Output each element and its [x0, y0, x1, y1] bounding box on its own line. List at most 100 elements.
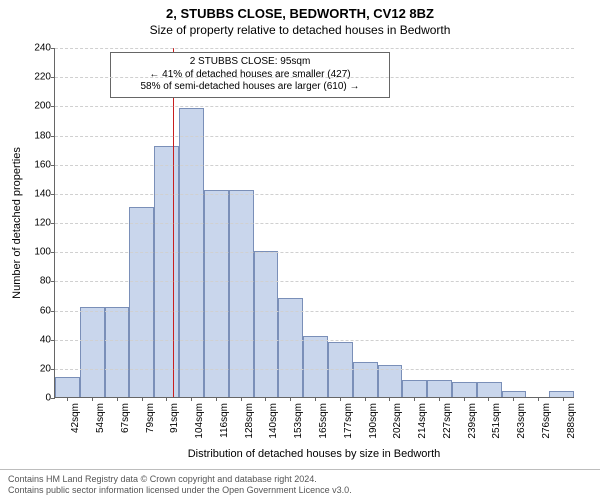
ytick-label: 20 [40, 363, 51, 374]
xtick-mark [241, 397, 242, 401]
xtick-label: 177sqm [343, 403, 354, 439]
histogram-bar [80, 307, 105, 397]
xtick-mark [117, 397, 118, 401]
ytick-mark [51, 223, 55, 224]
ytick-mark [51, 48, 55, 49]
xtick-label: 79sqm [145, 403, 156, 433]
xtick-label: 263sqm [516, 403, 527, 439]
footer-line-2: Contains public sector information licen… [8, 485, 592, 496]
gridline [55, 223, 574, 224]
annotation-box: 2 STUBBS CLOSE: 95sqm ← 41% of detached … [110, 52, 390, 98]
xtick-mark [389, 397, 390, 401]
gridline [55, 106, 574, 107]
ytick-mark [51, 311, 55, 312]
xtick-mark [92, 397, 93, 401]
xtick-label: 153sqm [293, 403, 304, 439]
xtick-mark [166, 397, 167, 401]
ytick-label: 60 [40, 305, 51, 316]
ytick-mark [51, 340, 55, 341]
histogram-bar [55, 377, 80, 397]
xtick-mark [265, 397, 266, 401]
xtick-label: 251sqm [491, 403, 502, 439]
xtick-mark [365, 397, 366, 401]
histogram-bar [427, 380, 452, 398]
histogram-bar [452, 382, 477, 397]
histogram-bar [402, 380, 427, 398]
footer-line-1: Contains HM Land Registry data © Crown c… [8, 474, 592, 485]
xtick-mark [488, 397, 489, 401]
xtick-mark [315, 397, 316, 401]
ytick-label: 220 [34, 72, 51, 83]
histogram-bar [477, 382, 502, 397]
xtick-label: 214sqm [417, 403, 428, 439]
xtick-label: 116sqm [219, 403, 230, 438]
xtick-label: 276sqm [541, 403, 552, 439]
xtick-mark [67, 397, 68, 401]
histogram-bar [154, 146, 179, 397]
xtick-label: 202sqm [392, 403, 403, 439]
histogram-bar [254, 251, 279, 397]
xtick-mark [439, 397, 440, 401]
xtick-mark [216, 397, 217, 401]
xtick-mark [142, 397, 143, 401]
gridline [55, 165, 574, 166]
xtick-mark [414, 397, 415, 401]
xtick-label: 239sqm [467, 403, 478, 439]
xtick-label: 165sqm [318, 403, 329, 439]
xtick-label: 42sqm [70, 403, 81, 433]
plot-area: 2 STUBBS CLOSE: 95sqm ← 41% of detached … [54, 48, 574, 398]
gridline [55, 281, 574, 282]
histogram-bar [105, 307, 130, 397]
ytick-mark [51, 281, 55, 282]
xtick-label: 67sqm [120, 403, 131, 433]
ytick-mark [51, 252, 55, 253]
histogram-bar [229, 190, 254, 397]
ytick-mark [51, 106, 55, 107]
xtick-label: 227sqm [442, 403, 453, 439]
gridline [55, 48, 574, 49]
ytick-label: 240 [34, 43, 51, 54]
annotation-line-1: 2 STUBBS CLOSE: 95sqm [117, 56, 383, 69]
ytick-mark [51, 398, 55, 399]
xtick-label: 128sqm [244, 403, 255, 439]
ytick-mark [51, 77, 55, 78]
ytick-mark [51, 136, 55, 137]
annotation-line-2: ← 41% of detached houses are smaller (42… [117, 69, 383, 82]
ytick-mark [51, 369, 55, 370]
xtick-mark [538, 397, 539, 401]
page-subtitle: Size of property relative to detached ho… [0, 21, 600, 37]
ytick-mark [51, 165, 55, 166]
gridline [55, 252, 574, 253]
ytick-mark [51, 194, 55, 195]
ytick-label: 160 [34, 159, 51, 170]
ytick-label: 0 [45, 393, 51, 404]
xtick-mark [290, 397, 291, 401]
ytick-label: 80 [40, 276, 51, 287]
page-title: 2, STUBBS CLOSE, BEDWORTH, CV12 8BZ [0, 0, 600, 21]
gridline [55, 369, 574, 370]
ytick-label: 40 [40, 334, 51, 345]
histogram-bar [278, 298, 303, 397]
xtick-mark [563, 397, 564, 401]
ytick-label: 100 [34, 247, 51, 258]
xtick-mark [191, 397, 192, 401]
xtick-label: 91sqm [169, 403, 180, 433]
ytick-label: 180 [34, 130, 51, 141]
ytick-label: 200 [34, 101, 51, 112]
gridline [55, 194, 574, 195]
y-axis-label: Number of detached properties [11, 147, 23, 299]
chart-container: 2, STUBBS CLOSE, BEDWORTH, CV12 8BZ Size… [0, 0, 600, 500]
histogram-bar [204, 190, 229, 397]
xtick-mark [464, 397, 465, 401]
xtick-label: 288sqm [566, 403, 577, 439]
xtick-mark [513, 397, 514, 401]
xtick-label: 140sqm [268, 403, 279, 439]
y-axis-label-container: Number of detached properties [10, 48, 24, 398]
x-axis-label: Distribution of detached houses by size … [54, 448, 574, 460]
xtick-mark [340, 397, 341, 401]
gridline [55, 77, 574, 78]
gridline [55, 136, 574, 137]
histogram-bar [353, 362, 378, 397]
annotation-line-3: 58% of semi-detached houses are larger (… [117, 81, 383, 94]
xtick-label: 104sqm [194, 403, 205, 439]
